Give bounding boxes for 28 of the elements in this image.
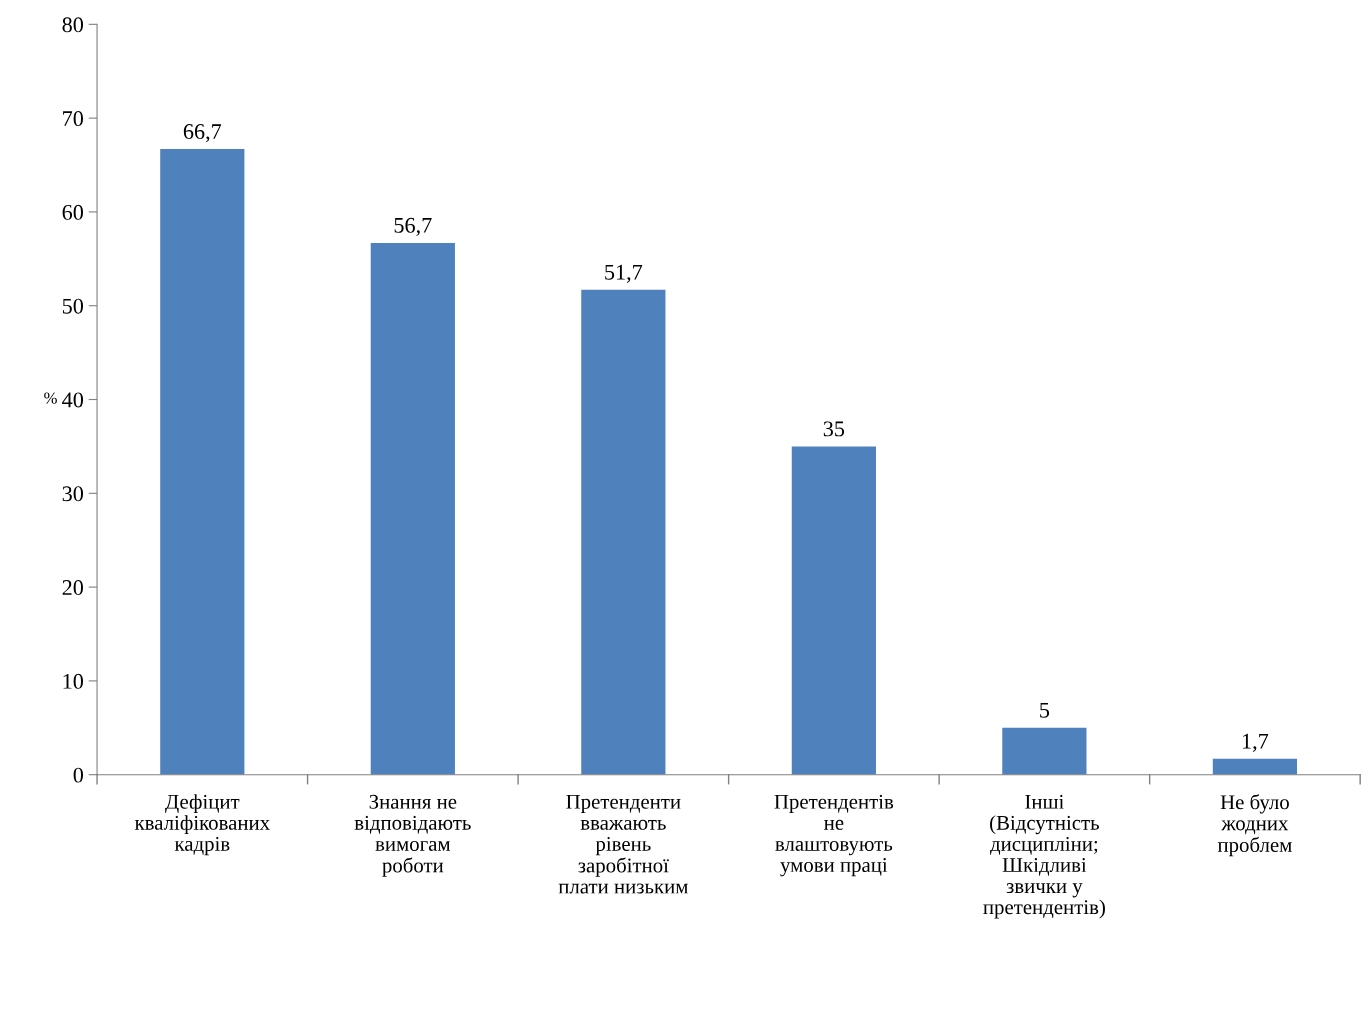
bar [160,149,245,775]
y-axis-title: % [44,392,57,404]
y-tick-label: 50 [62,298,84,314]
y-tick-label: 20 [62,580,84,596]
data-label: 5 [1040,702,1050,718]
bar [791,446,876,775]
x-tick-label: Знання не відповідають вимогам роботи [354,794,471,877]
x-tick-label: Не було жодних проблем [1217,794,1292,857]
x-tick-label: Претенденти вважають рівень заробітної плати низьким [558,794,688,894]
y-tick-label: 0 [73,767,84,783]
bar [1212,758,1298,775]
x-tick-label: Дефіцит кваліфікованих кадрів [134,794,270,856]
x-tick-label: Інші (Відсутність дисципліни; Шкідливі звички у претендентів) [983,794,1105,919]
bar [370,242,455,775]
data-label: 66,7 [183,124,222,143]
data-label: 56,7 [394,217,432,237]
y-tick-label: 10 [63,673,84,689]
data-label: 35 [823,421,845,437]
y-tick-label: 60 [62,204,84,220]
y-tick-label: 70 [63,111,84,127]
bar [1002,727,1087,775]
x-tick-label: Претендентів не влаштовують умови праці [774,794,894,877]
y-tick-label: 40 [62,392,84,408]
y-tick-label: 30 [62,486,84,502]
data-label: 51,7 [605,264,643,283]
data-label: 1,7 [1242,733,1269,752]
y-tick-label: 80 [62,17,84,33]
bar [581,289,666,775]
